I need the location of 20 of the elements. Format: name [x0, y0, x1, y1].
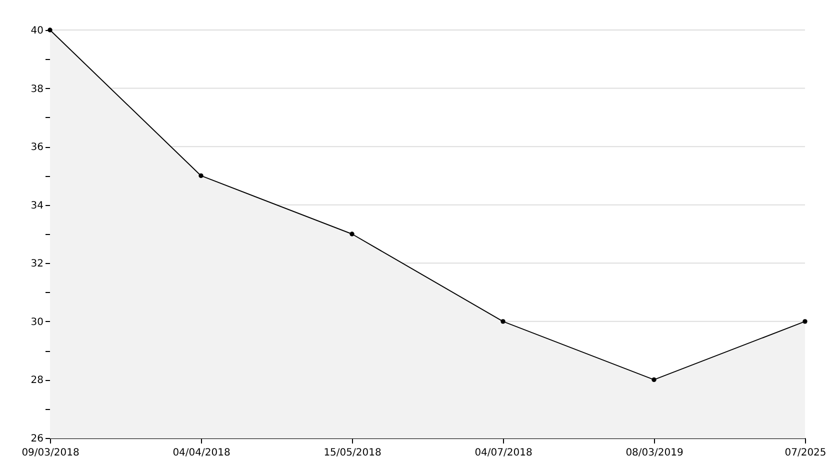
y-tick-label: 28	[30, 375, 44, 386]
y-tick-label: 36	[30, 142, 44, 154]
y-tick-label: 34	[30, 200, 44, 212]
y-tick-label: 26	[30, 434, 44, 444]
y-tick-label: 32	[30, 258, 44, 270]
y-tick-label: 38	[30, 84, 44, 95]
y-tick-label: 30	[30, 316, 44, 328]
point	[500, 319, 506, 324]
x-tick-label: 09/03/2018	[22, 448, 80, 458]
y-tick-label: 40	[30, 26, 44, 36]
point	[350, 232, 354, 236]
point	[48, 28, 52, 32]
x-tick-label: 07/2025	[784, 448, 826, 458]
x-tick-label: 15/05/2018	[324, 448, 382, 458]
point	[652, 377, 656, 382]
x-tick-label: 04/07/2018	[474, 448, 532, 458]
point	[198, 173, 204, 178]
x-tick-label: 04/04/2018	[172, 448, 230, 458]
point	[802, 319, 808, 324]
x-tick-label: 08/03/2019	[626, 448, 684, 458]
